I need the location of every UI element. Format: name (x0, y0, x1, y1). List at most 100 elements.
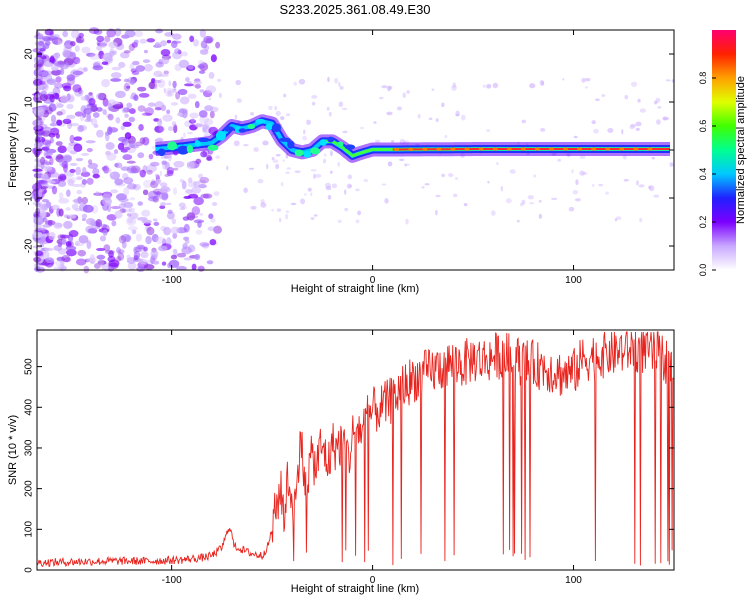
noise-blob (72, 70, 84, 76)
noise-blob (575, 179, 579, 186)
noise-blob (428, 117, 433, 121)
noise-blob (500, 185, 503, 192)
noise-blob (75, 157, 84, 162)
colorbar-tick-label: 0.6 (698, 120, 708, 133)
noise-blob (150, 249, 159, 259)
noise-blob (106, 152, 117, 161)
noise-blob (280, 182, 284, 187)
noise-blob (127, 225, 138, 231)
noise-blob (151, 233, 159, 243)
noise-blob (87, 159, 93, 165)
noise-blob (170, 102, 179, 106)
noise-blob (152, 188, 164, 195)
noise-blob (135, 233, 143, 242)
noise-blob (399, 158, 405, 162)
noise-blob (155, 61, 164, 68)
noise-blob (492, 82, 499, 89)
x-tick-label: 0 (370, 575, 376, 586)
noise-blob (199, 213, 204, 216)
y-tick-label: 400 (24, 399, 35, 416)
noise-blob (200, 150, 208, 158)
x-tick-label: 100 (565, 575, 582, 586)
noise-blob (302, 135, 307, 141)
noise-blob (41, 71, 49, 78)
noise-blob (601, 94, 606, 97)
noise-blob (170, 226, 180, 235)
noise-blob (126, 254, 131, 261)
noise-blob (69, 41, 76, 47)
noise-blob (347, 174, 353, 180)
spectrogram-noise (31, 27, 674, 274)
noise-blob (80, 171, 91, 177)
noise-blob (49, 31, 54, 37)
noise-blob (100, 223, 107, 230)
noise-blob (424, 183, 430, 186)
noise-blob (92, 65, 104, 71)
noise-blob (285, 113, 291, 117)
noise-blob (115, 117, 121, 124)
noise-blob (311, 101, 316, 106)
noise-blob (257, 178, 264, 184)
noise-blob (63, 257, 72, 263)
noise-blob (160, 170, 163, 177)
noise-blob (48, 231, 56, 241)
noise-blob (579, 155, 586, 160)
noise-blob (71, 29, 80, 39)
noise-blob (39, 104, 50, 111)
noise-blob (126, 85, 131, 89)
noise-blob (66, 114, 76, 119)
noise-blob (363, 179, 368, 182)
noise-blob (313, 173, 316, 179)
noise-blob (310, 192, 313, 197)
noise-blob (200, 40, 208, 49)
noise-blob (167, 89, 173, 97)
noise-blob (505, 198, 512, 204)
noise-blob (160, 48, 171, 57)
noise-blob (243, 143, 249, 147)
noise-blob (109, 172, 115, 177)
noise-blob (157, 245, 168, 252)
noise-blob (110, 72, 122, 79)
noise-blob (598, 183, 604, 187)
noise-blob (53, 53, 60, 60)
noise-blob (67, 178, 75, 187)
noise-blob (142, 59, 151, 64)
ridge-spot (408, 147, 414, 152)
noise-blob (68, 230, 79, 238)
noise-blob (107, 266, 113, 272)
noise-blob (379, 96, 384, 100)
noise-blob (137, 201, 143, 206)
noise-blob (46, 78, 57, 86)
noise-blob (33, 125, 44, 132)
noise-blob (86, 240, 92, 250)
noise-blob (662, 116, 670, 121)
noise-blob (41, 146, 50, 151)
noise-blob (529, 202, 535, 205)
noise-blob (110, 205, 121, 210)
noise-blob (96, 45, 103, 51)
noise-blob (275, 153, 281, 157)
noise-blob (87, 228, 96, 234)
noise-blob (250, 205, 257, 210)
noise-blob (343, 189, 347, 195)
noise-blob (337, 161, 340, 167)
noise-blob (128, 116, 136, 123)
noise-blob (42, 224, 52, 228)
noise-blob (639, 218, 643, 223)
noise-blob (159, 182, 168, 187)
noise-blob (126, 102, 133, 109)
noise-blob (69, 134, 75, 144)
noise-blob (334, 77, 339, 84)
noise-blob (126, 213, 132, 217)
noise-blob (145, 235, 152, 245)
noise-blob (33, 68, 43, 77)
noise-blob (128, 207, 135, 213)
noise-blob (656, 119, 661, 125)
snr-xlabel: Height of straight line (km) (291, 583, 419, 595)
noise-blob (37, 59, 45, 67)
noise-blob (138, 258, 148, 265)
noise-blob (120, 233, 132, 242)
noise-blob (40, 175, 50, 180)
noise-blob (360, 126, 364, 130)
